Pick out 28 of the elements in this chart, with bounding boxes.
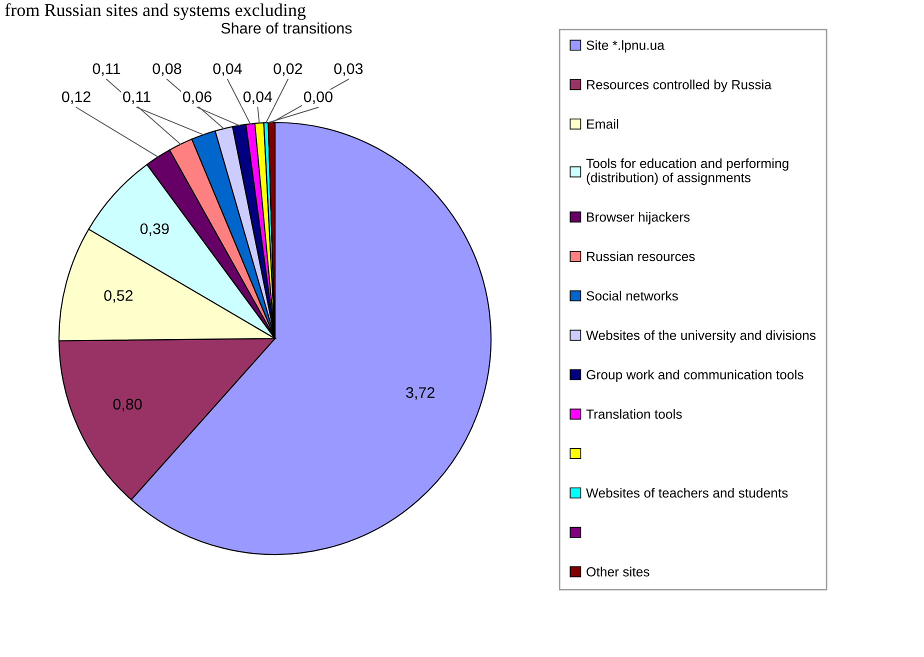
data-label: 0,04	[213, 63, 242, 76]
data-label: 0,52	[104, 290, 133, 303]
data-label: 0,12	[62, 91, 90, 104]
legend-label: Social networks	[586, 290, 678, 301]
legend-label: Tools for education and performing (distribution) of assignments	[586, 158, 788, 185]
text: from Russian sites and systems excluding	[5, 3, 306, 20]
legend-label: Browser hijackers	[587, 212, 690, 224]
text: 0,00	[304, 91, 332, 104]
data-label: 0,39	[140, 223, 169, 236]
data-label: 0,80	[113, 398, 142, 412]
data-label: 0,02	[274, 63, 302, 76]
legend-label: Group work and communication tools	[586, 370, 804, 382]
data-label: 3,72	[406, 387, 434, 400]
legend-label: Websites of the university and divisions	[586, 330, 816, 343]
data-label: 0,06	[182, 91, 212, 104]
data-label: 0,11	[123, 91, 150, 104]
legend-label: Site *.lpnu.ua	[586, 40, 664, 53]
legend-label: Russian resources	[587, 251, 695, 262]
data-label: 0,08	[152, 63, 182, 76]
data-label: 0,11	[92, 63, 120, 76]
legend-label: Email	[587, 119, 618, 129]
legend-label: Resources controlled by Russia	[587, 80, 772, 92]
data-label: 0,03	[334, 63, 363, 76]
data-label: 0,04	[243, 91, 272, 104]
legend-label: Other sites	[586, 566, 650, 576]
chart-title: Share of transitions	[221, 22, 352, 34]
legend-label: Translation tools	[586, 409, 682, 419]
legend-label: Websites of teachers and students	[586, 488, 788, 498]
